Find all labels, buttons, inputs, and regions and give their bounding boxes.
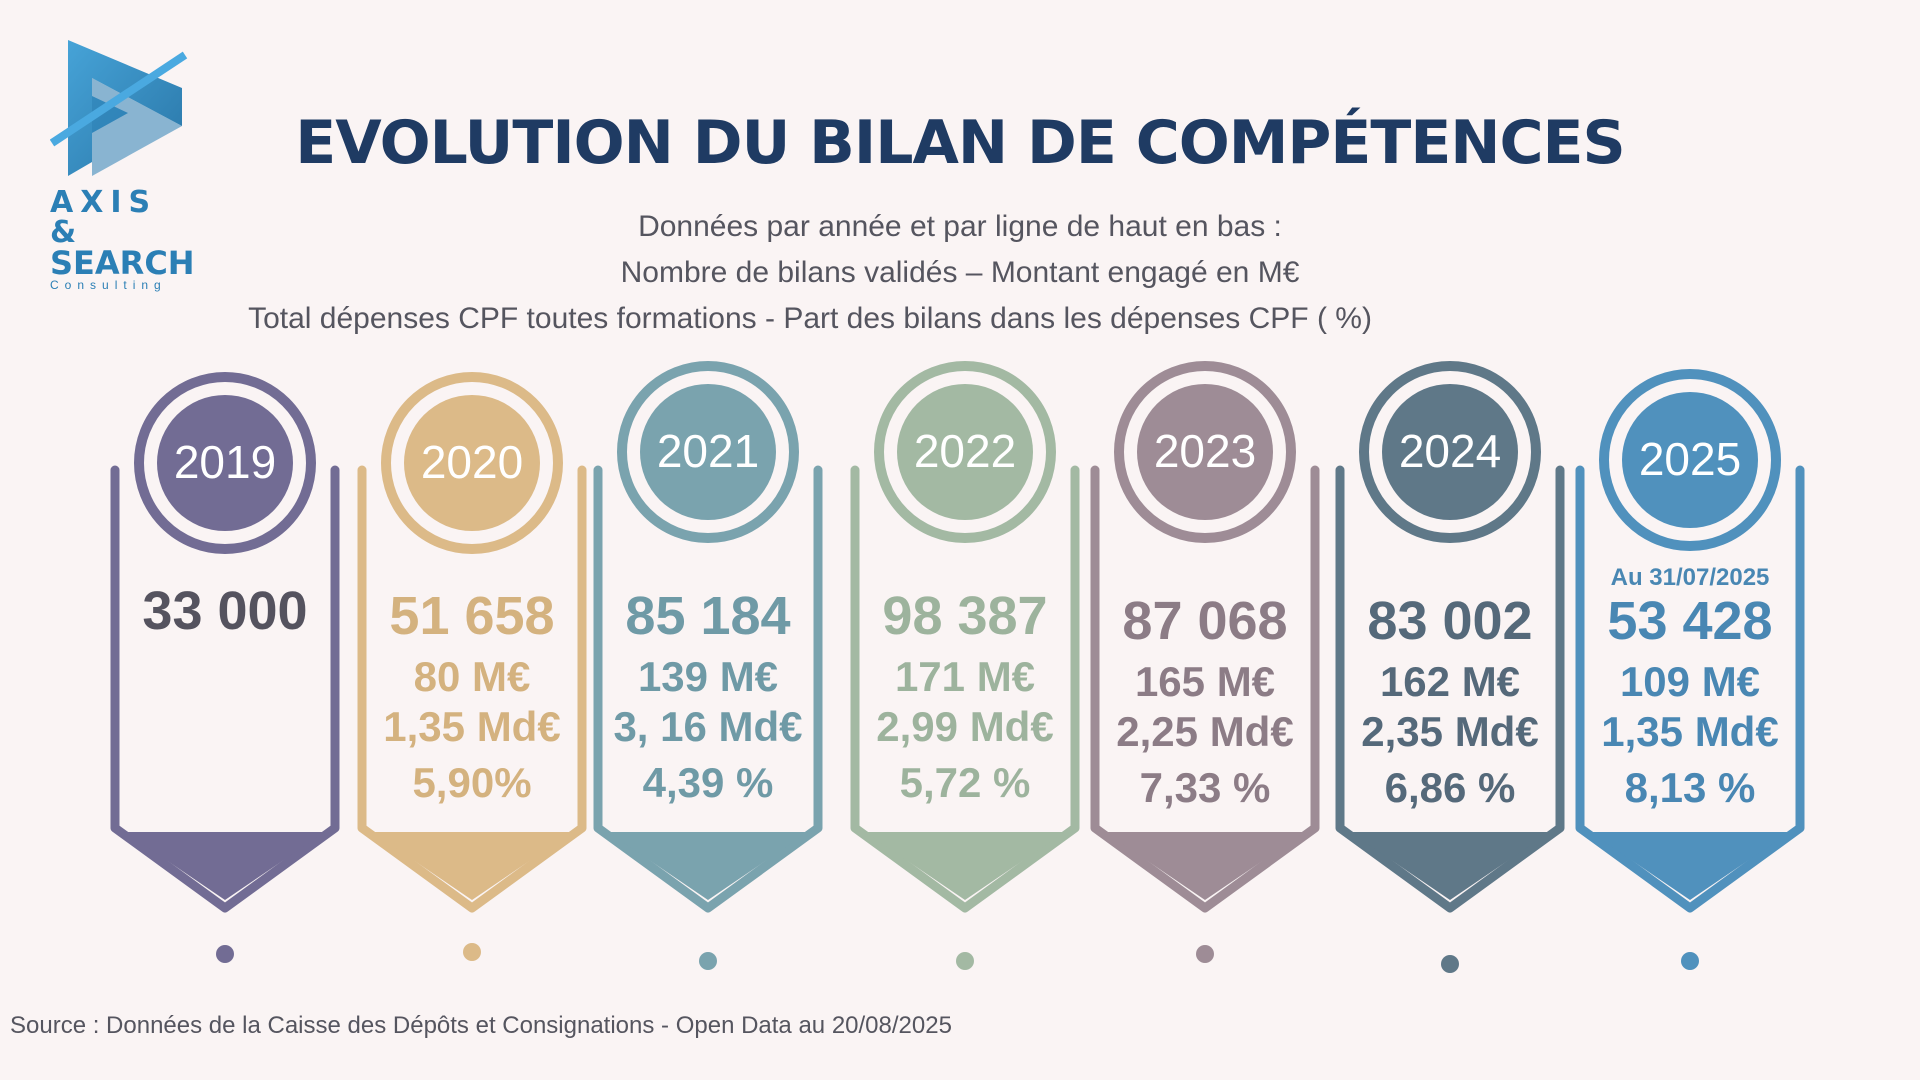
value-bilans: 33 000 xyxy=(142,581,308,641)
year-card-2022: 2022 98 387 171 M€ 2,99 Md€ 5,72 % xyxy=(845,360,1085,970)
timeline-dot xyxy=(956,952,974,970)
subtitle-line-1: Données par année et par ligne de haut e… xyxy=(638,210,1282,243)
value-bilans: 83 002 xyxy=(1367,591,1533,651)
card-arrow xyxy=(1105,832,1305,900)
card-arrow xyxy=(372,832,572,900)
value-bilans: 87 068 xyxy=(1122,591,1288,651)
value-montant: 165 M€ xyxy=(1134,658,1276,705)
value-total: 1,35 Md€ xyxy=(1601,708,1779,755)
value-bilans: 53 428 xyxy=(1607,591,1773,651)
value-part: 8,13 % xyxy=(1624,764,1756,811)
year-card-2019: 2019 33 000 xyxy=(105,360,345,963)
year-label: 2022 xyxy=(913,425,1017,477)
logo-mark-icon xyxy=(50,40,188,176)
value-bilans: 51 658 xyxy=(389,586,555,646)
value-part: 5,90% xyxy=(412,759,532,806)
year-card-2024: 2024 83 002 162 M€ 2,35 Md€ 6,86 % xyxy=(1330,360,1570,973)
card-shape xyxy=(1090,361,1320,913)
timeline-dot xyxy=(1681,952,1699,970)
value-montant: 109 M€ xyxy=(1619,658,1761,705)
value-total: 2,99 Md€ xyxy=(876,703,1054,750)
year-label: 2024 xyxy=(1398,425,1502,477)
value-total: 2,35 Md€ xyxy=(1361,708,1539,755)
year-label: 2020 xyxy=(420,436,524,488)
card-arrow xyxy=(1350,832,1550,900)
value-part: 6,86 % xyxy=(1384,764,1516,811)
year-label: 2023 xyxy=(1153,425,1257,477)
card-shape xyxy=(357,372,587,913)
timeline-dot xyxy=(699,952,717,970)
value-montant: 171 M€ xyxy=(894,653,1036,700)
timeline-dot xyxy=(1441,955,1459,973)
card-shape xyxy=(850,361,1080,913)
logo-line-3: Consulting xyxy=(50,278,167,292)
value-total: 3, 16 Md€ xyxy=(613,703,803,750)
subtitle-line-2: Nombre de bilans validés – Montant engag… xyxy=(620,256,1300,289)
company-logo: AXIS & SEARCH Consulting xyxy=(50,38,195,292)
date-note: Au 31/07/2025 xyxy=(1610,564,1770,591)
card-shape xyxy=(593,361,823,913)
card-arrow xyxy=(1590,832,1790,900)
year-card-2020: 2020 51 658 80 M€ 1,35 Md€ 5,90% xyxy=(352,360,592,961)
card-arrow xyxy=(608,832,808,900)
value-part: 7,33 % xyxy=(1139,764,1271,811)
value-part: 5,72 % xyxy=(899,759,1031,806)
year-label: 2019 xyxy=(173,436,277,488)
subtitle-line-3: Total dépenses CPF toutes formations - P… xyxy=(248,302,1372,335)
timeline-dot xyxy=(216,945,234,963)
value-total: 2,25 Md€ xyxy=(1116,708,1294,755)
year-card-2023: 2023 87 068 165 M€ 2,25 Md€ 7,33 % xyxy=(1085,360,1325,963)
card-shape xyxy=(1575,369,1805,913)
value-montant: 80 M€ xyxy=(413,653,531,700)
value-montant: 162 M€ xyxy=(1379,658,1521,705)
card-shape xyxy=(1335,361,1565,913)
value-bilans: 85 184 xyxy=(625,586,791,646)
logo-text: AXIS & SEARCH Consulting xyxy=(50,185,195,293)
year-card-2021: 2021 85 184 139 M€ 3, 16 Md€ 4,39 % xyxy=(588,360,828,970)
timeline-dot xyxy=(1196,945,1214,963)
value-bilans: 98 387 xyxy=(882,586,1048,646)
value-part: 4,39 % xyxy=(642,759,774,806)
timeline-dot xyxy=(463,943,481,961)
page-title: EVOLUTION DU BILAN DE COMPÉTENCES xyxy=(295,108,1626,178)
year-card-2025: 2025 Au 31/07/2025 53 428 109 M€ 1,35 Md€ 8,1… xyxy=(1570,360,1810,970)
year-label: 2025 xyxy=(1638,433,1742,485)
value-montant: 139 M€ xyxy=(637,653,779,700)
logo-line-2: SEARCH xyxy=(50,244,195,282)
card-shape xyxy=(110,372,340,913)
card-arrow xyxy=(865,832,1065,900)
logo-line-1: AXIS & xyxy=(50,185,158,250)
value-total: 1,35 Md€ xyxy=(383,703,561,750)
year-label: 2021 xyxy=(656,425,760,477)
card-arrow xyxy=(125,832,325,900)
source-note: Source : Données de la Caisse des Dépôts… xyxy=(10,1012,952,1039)
